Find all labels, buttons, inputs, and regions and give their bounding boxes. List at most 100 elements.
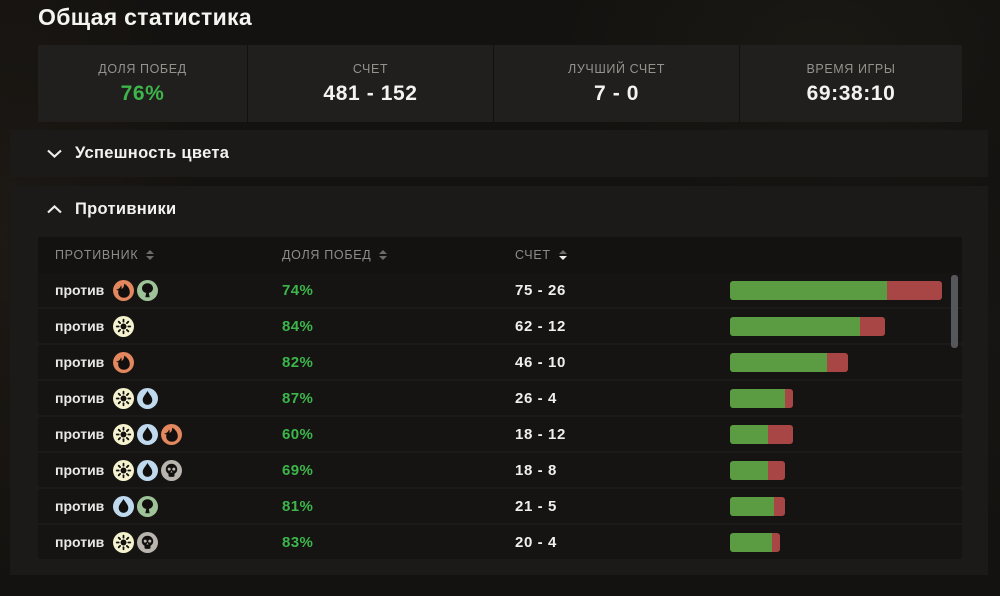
opponent-cell: против bbox=[55, 423, 282, 445]
mana-red-icon bbox=[113, 351, 135, 373]
mana-white-icon bbox=[113, 531, 135, 553]
opponent-label: против bbox=[55, 318, 105, 334]
mana-red-icon bbox=[161, 423, 183, 445]
section-opponents-label: Противники bbox=[75, 200, 177, 218]
card-best-score: ЛУЧШИЙ СЧЕТ 7 - 0 bbox=[493, 45, 739, 122]
mana-blue-icon bbox=[113, 495, 135, 517]
card-score: СЧЕТ 481 - 152 bbox=[247, 45, 493, 122]
section-opponents: Противники ПРОТИВНИК ДОЛЯ ПОБЕД СЧЕТ bbox=[10, 186, 988, 575]
column-header-winrate[interactable]: ДОЛЯ ПОБЕД bbox=[282, 248, 515, 262]
score-bar bbox=[730, 460, 785, 480]
score-bar-loss bbox=[859, 316, 885, 336]
mana-icon-list bbox=[113, 423, 183, 445]
score-bar-win bbox=[730, 280, 888, 300]
card-score-value: 481 - 152 bbox=[323, 81, 418, 105]
card-best-score-label: ЛУЧШИЙ СЧЕТ bbox=[568, 61, 665, 76]
mana-icon-list bbox=[113, 315, 135, 337]
mana-icon-list bbox=[113, 459, 183, 481]
score-value: 21 - 5 bbox=[515, 497, 557, 515]
score-bar-loss bbox=[826, 352, 848, 372]
mana-black-icon bbox=[137, 531, 159, 553]
score-bar-cell bbox=[730, 352, 962, 372]
mana-red-icon bbox=[113, 279, 135, 301]
section-color-success-label: Успешность цвета bbox=[75, 144, 230, 162]
score-bar-cell bbox=[730, 460, 962, 480]
sort-icon[interactable] bbox=[558, 250, 567, 260]
opponent-row: против 60% 18 - 12 bbox=[38, 417, 962, 451]
winrate-value: 84% bbox=[282, 317, 314, 335]
score-bar-loss bbox=[767, 424, 793, 444]
score-bar-win bbox=[730, 496, 775, 516]
score-bar-win bbox=[730, 460, 769, 480]
opponent-label: против bbox=[55, 534, 105, 550]
mana-blue-icon bbox=[137, 387, 159, 409]
chevron-down-icon[interactable] bbox=[46, 148, 63, 159]
score-bar-cell bbox=[730, 424, 962, 444]
section-color-success[interactable]: Успешность цвета bbox=[10, 130, 988, 177]
score-bar-loss bbox=[768, 460, 785, 480]
score-bar bbox=[730, 352, 848, 372]
card-winrate-value: 76% bbox=[120, 81, 165, 105]
page-title: Общая статистика bbox=[38, 4, 252, 30]
score-bar-loss bbox=[774, 496, 785, 516]
score-bar-win bbox=[730, 316, 860, 336]
opponents-table-header: ПРОТИВНИК ДОЛЯ ПОБЕД СЧЕТ bbox=[38, 237, 962, 273]
mana-green-icon bbox=[137, 279, 159, 301]
opponent-label: против bbox=[55, 282, 105, 298]
mana-icon-list bbox=[113, 351, 135, 373]
mana-blue-icon bbox=[137, 459, 159, 481]
opponent-cell: против bbox=[55, 387, 282, 409]
score-bar-cell bbox=[730, 532, 962, 552]
opponent-row: против 69% 18 - 8 bbox=[38, 453, 962, 487]
column-header-winrate-label: ДОЛЯ ПОБЕД bbox=[282, 248, 372, 262]
chevron-up-icon[interactable] bbox=[46, 204, 63, 215]
score-value: 18 - 8 bbox=[515, 461, 557, 479]
mana-white-icon bbox=[113, 315, 135, 337]
card-play-time-label: ВРЕМЯ ИГРЫ bbox=[806, 61, 896, 76]
card-best-score-value: 7 - 0 bbox=[593, 81, 640, 105]
opponents-table: ПРОТИВНИК ДОЛЯ ПОБЕД СЧЕТ против 74% 75 - … bbox=[38, 237, 962, 560]
opponent-label: против bbox=[55, 462, 105, 478]
mana-white-icon bbox=[113, 387, 135, 409]
score-bar bbox=[730, 316, 885, 336]
card-winrate: ДОЛЯ ПОБЕД 76% bbox=[38, 45, 247, 122]
winrate-value: 74% bbox=[282, 281, 314, 299]
scrollbar-thumb[interactable] bbox=[951, 275, 958, 348]
opponent-cell: против bbox=[55, 351, 282, 373]
column-header-opponent-label: ПРОТИВНИК bbox=[55, 248, 139, 262]
opponents-table-body: против 74% 75 - 26 против 84% 62 - 12 против 82… bbox=[38, 273, 962, 560]
card-winrate-label: ДОЛЯ ПОБЕД bbox=[98, 61, 187, 76]
sort-icon[interactable] bbox=[379, 250, 388, 260]
opponent-label: против bbox=[55, 390, 105, 406]
card-score-label: СЧЕТ bbox=[352, 61, 389, 76]
section-opponents-header[interactable]: Противники bbox=[10, 186, 988, 233]
score-bar-cell bbox=[730, 388, 962, 408]
score-bar-loss bbox=[771, 532, 780, 552]
column-header-score[interactable]: СЧЕТ bbox=[515, 248, 730, 262]
mana-icon-list bbox=[113, 495, 159, 517]
opponent-row: против 87% 26 - 4 bbox=[38, 381, 962, 415]
opponent-label: против bbox=[55, 354, 105, 370]
column-header-opponent[interactable]: ПРОТИВНИК bbox=[55, 248, 282, 262]
score-bar-loss bbox=[887, 280, 942, 300]
score-bar-cell bbox=[730, 280, 962, 300]
summary-cards: ДОЛЯ ПОБЕД 76% СЧЕТ 481 - 152 ЛУЧШИЙ СЧЕ… bbox=[38, 45, 962, 122]
score-bar-cell bbox=[730, 316, 962, 336]
mana-green-icon bbox=[137, 495, 159, 517]
score-bar bbox=[730, 532, 780, 552]
mana-white-icon bbox=[113, 423, 135, 445]
card-play-time-value: 69:38:10 bbox=[806, 81, 896, 105]
mana-icon-list bbox=[113, 531, 159, 553]
winrate-value: 69% bbox=[282, 461, 314, 479]
score-bar-loss bbox=[784, 388, 793, 408]
winrate-value: 87% bbox=[282, 389, 314, 407]
sort-icon[interactable] bbox=[146, 250, 155, 260]
opponent-row: против 83% 20 - 4 bbox=[38, 525, 962, 559]
winrate-value: 83% bbox=[282, 533, 314, 551]
score-bar bbox=[730, 388, 793, 408]
score-value: 26 - 4 bbox=[515, 389, 557, 407]
opponent-label: против bbox=[55, 426, 105, 442]
winrate-value: 81% bbox=[282, 497, 314, 515]
opponent-cell: против bbox=[55, 315, 282, 337]
